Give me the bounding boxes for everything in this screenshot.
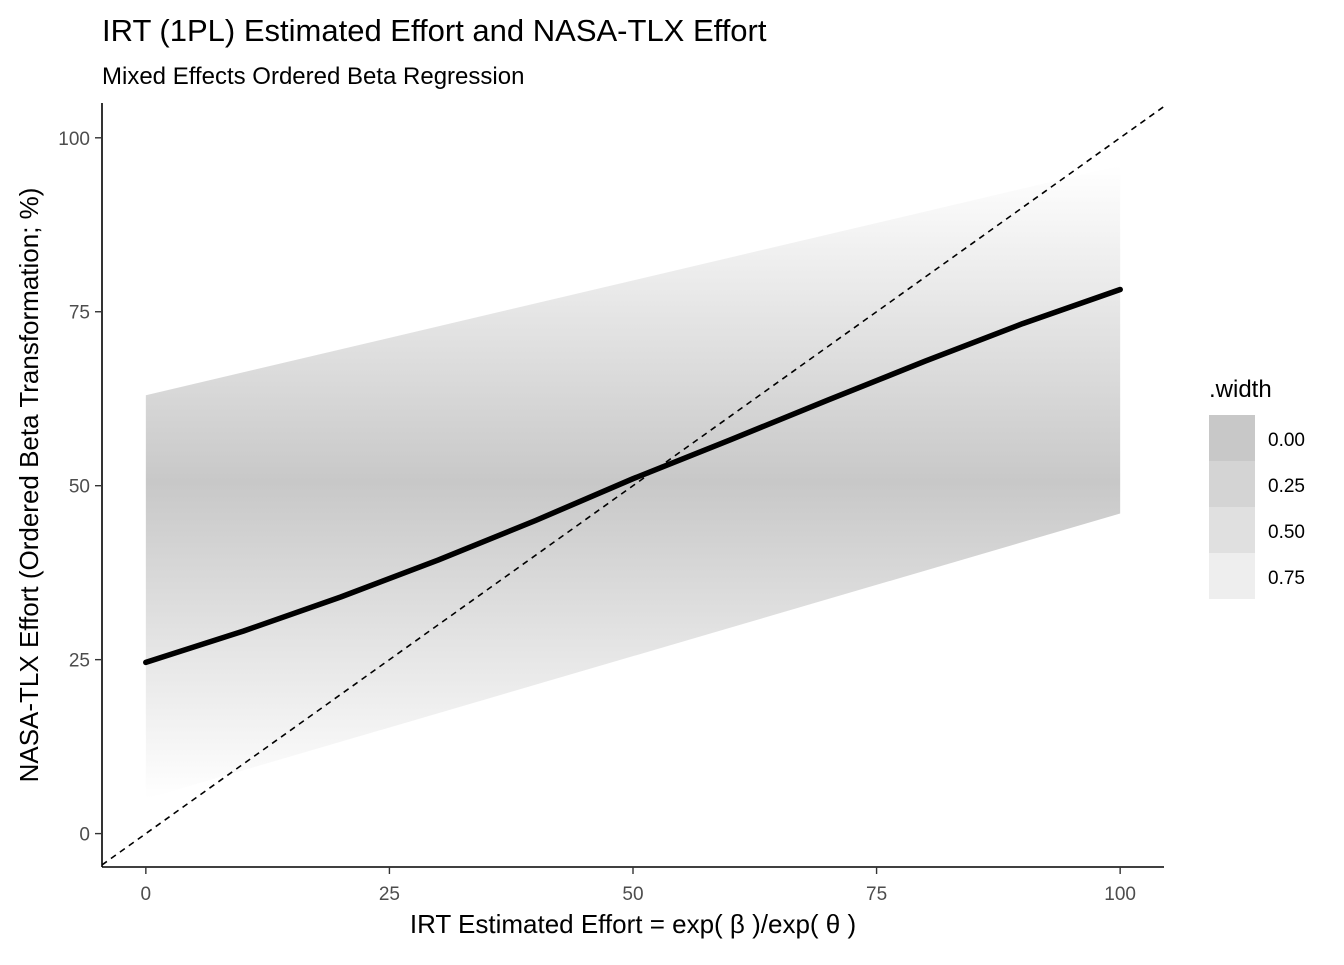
- ribbon-band: [145, 165, 1121, 799]
- x-tick-label: 0: [141, 884, 152, 905]
- y-tick-label: 50: [69, 477, 90, 498]
- chart-title: IRT (1PL) Estimated Effort and NASA-TLX …: [102, 13, 767, 48]
- legend-key: [1209, 415, 1255, 461]
- fitted-line-layer: [143, 286, 1123, 666]
- reference-dashed-line: [101, 105, 1165, 866]
- legend-title: .width: [1209, 376, 1272, 403]
- y-tick-label: 75: [69, 303, 90, 324]
- y-axis-label: NASA-TLX Effort (Ordered Beta Transforma…: [14, 188, 44, 783]
- legend-item-label: 0.25: [1268, 476, 1305, 497]
- fitted-line: [143, 286, 1123, 666]
- legend-items: 0.00 0.25 0.50 0.75: [1209, 415, 1305, 599]
- legend-key: [1209, 507, 1255, 553]
- legend-item-label: 0.00: [1268, 430, 1305, 451]
- y-tick-label: 25: [69, 651, 90, 672]
- credible-interval-ribbon: [145, 165, 1121, 799]
- legend: .width 0.00 0.25 0.50 0.75: [1209, 376, 1305, 599]
- y-tick-label: 100: [58, 129, 90, 150]
- x-tick-label: 75: [866, 884, 887, 905]
- legend-key: [1209, 553, 1255, 599]
- x-axis-label: IRT Estimated Effort = exp( β )/exp( θ ): [410, 909, 856, 939]
- legend-key: [1209, 461, 1255, 507]
- x-tick-label: 25: [379, 884, 400, 905]
- identity-reference-line: [101, 105, 1165, 866]
- x-tick-label: 50: [622, 884, 643, 905]
- legend-item-label: 0.50: [1268, 522, 1305, 543]
- x-tick-label: 100: [1104, 884, 1136, 905]
- y-tick-label: 0: [79, 825, 90, 846]
- x-axis-ticks: 0 25 50 75 100: [141, 867, 1136, 905]
- chart-subtitle: Mixed Effects Ordered Beta Regression: [102, 63, 524, 90]
- legend-item-label: 0.75: [1268, 568, 1305, 589]
- y-axis-ticks: 0 25 50 75 100: [58, 129, 102, 846]
